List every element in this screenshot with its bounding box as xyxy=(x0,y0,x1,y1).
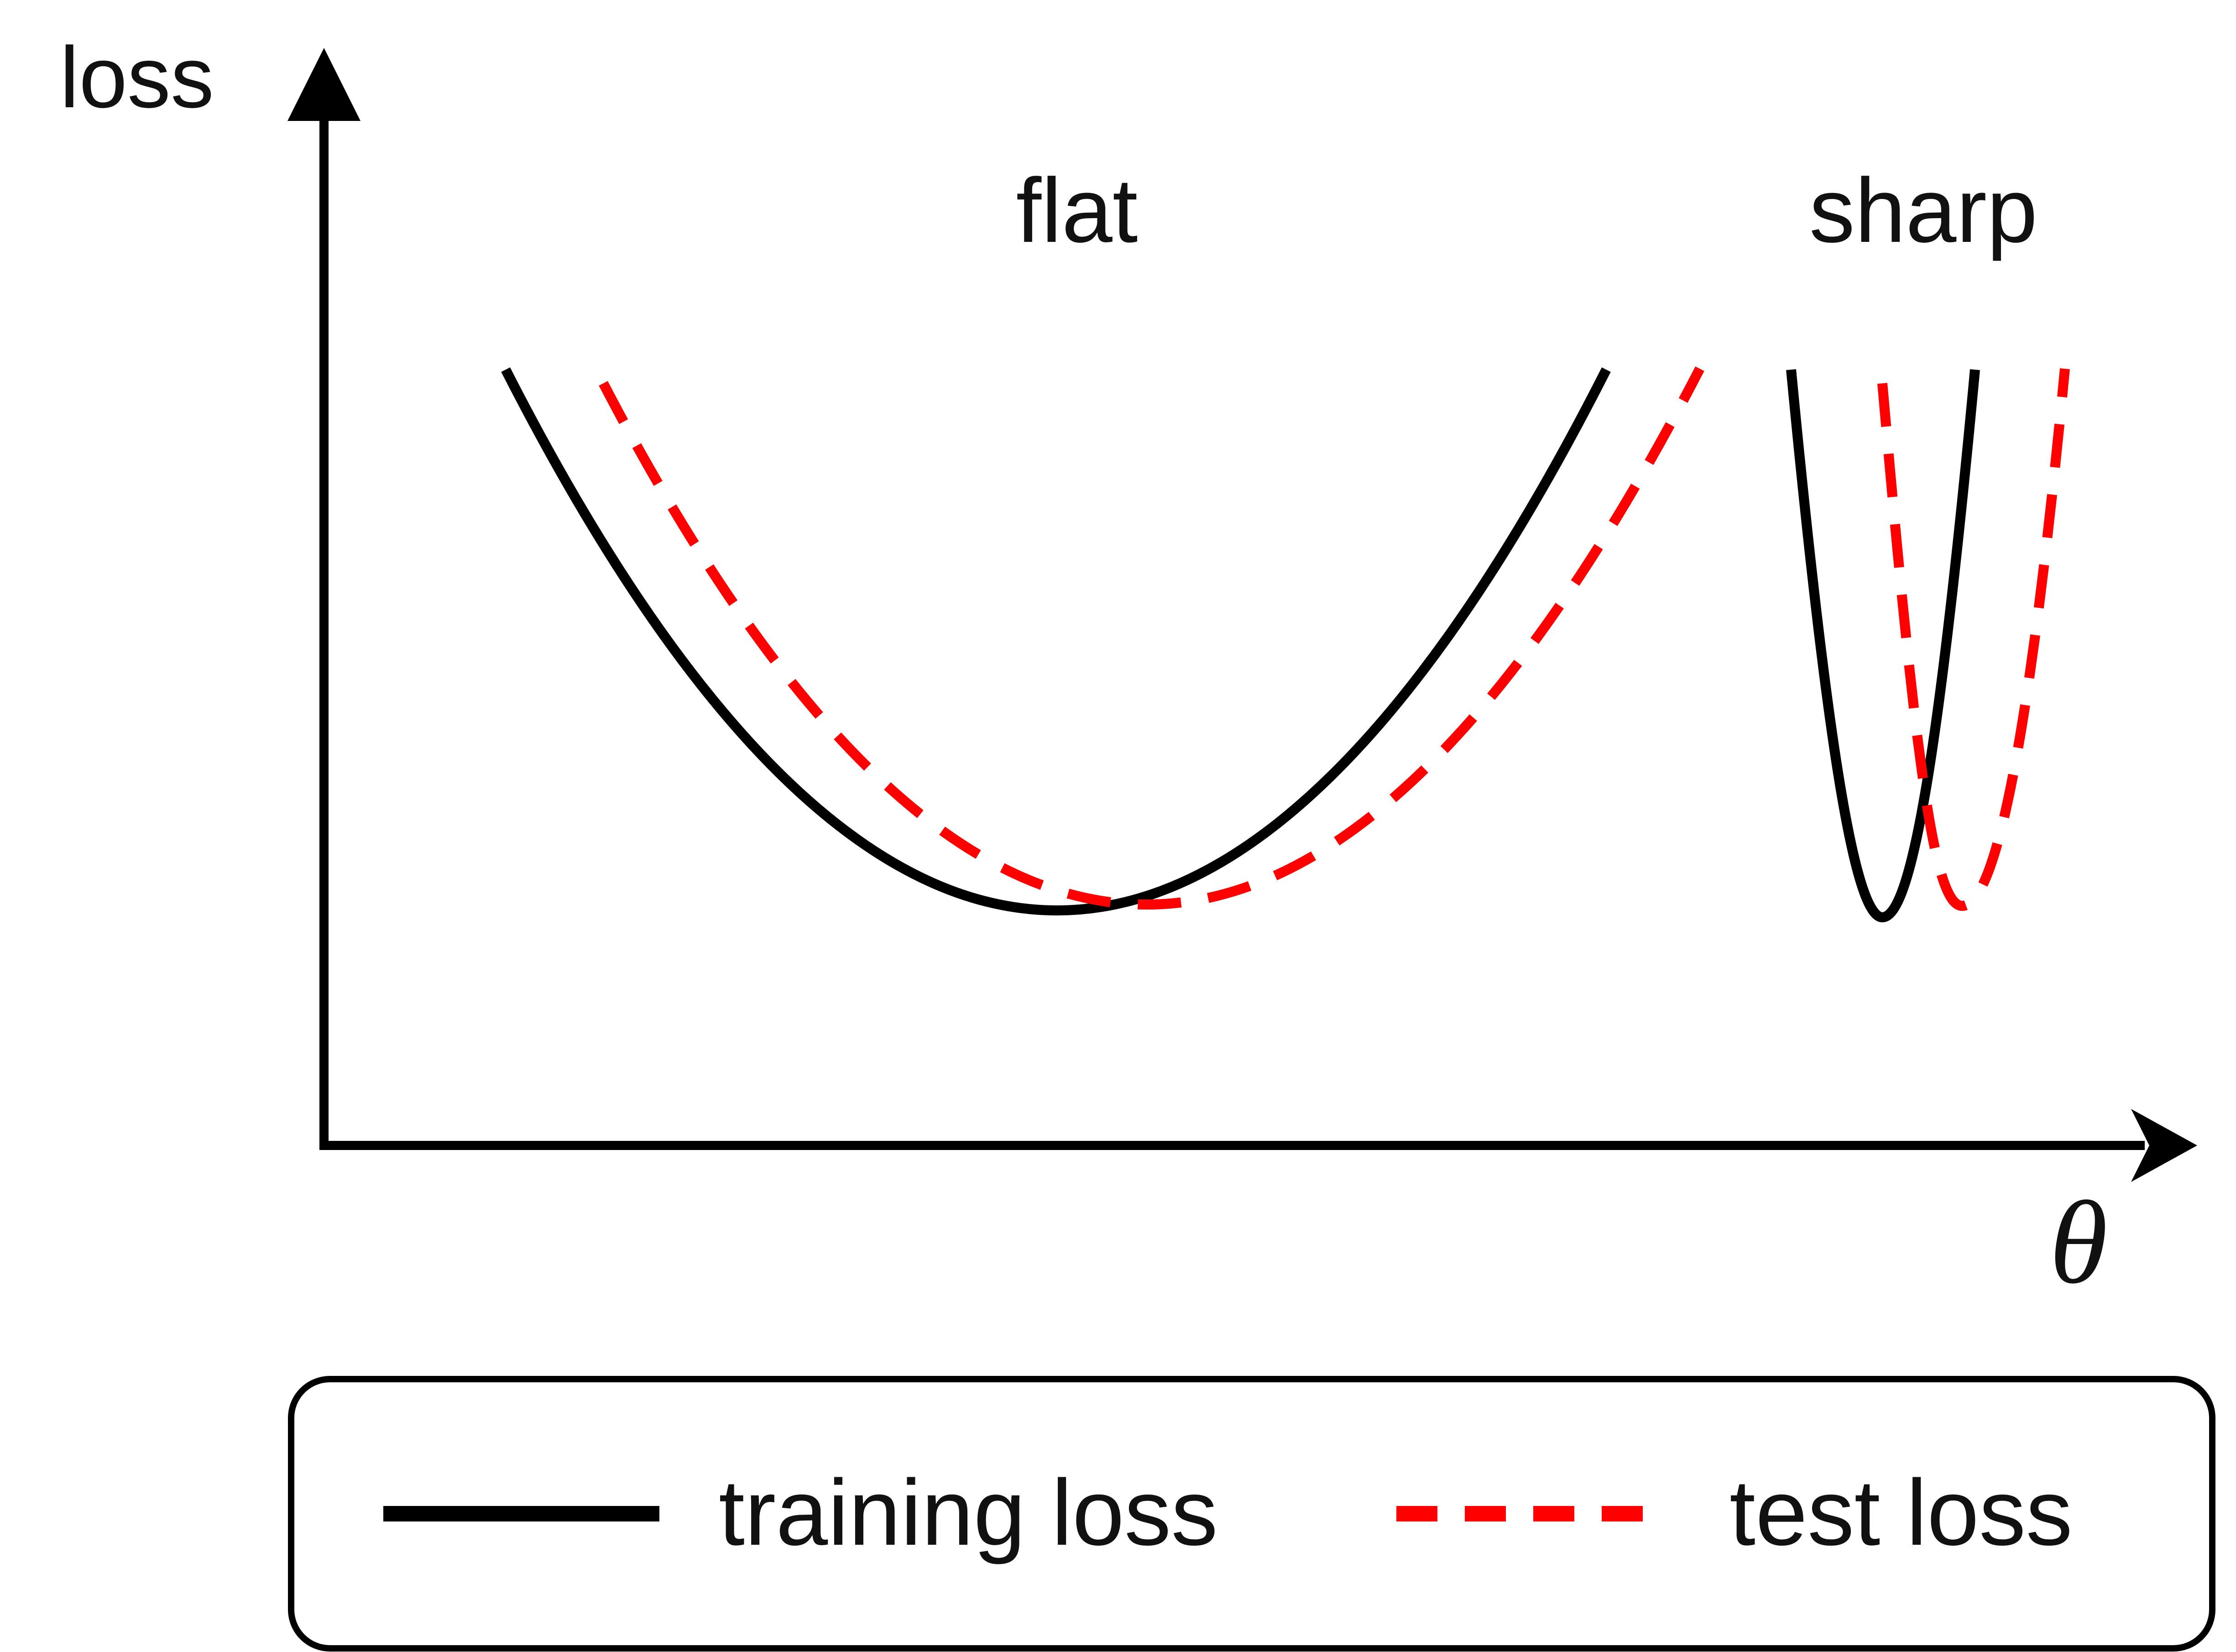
x-axis-label: θ xyxy=(2049,1177,2108,1308)
flat-test-loss-curve xyxy=(599,366,1704,910)
x-axis-arrow-icon xyxy=(2131,1109,2197,1182)
sharp-training-loss-curve xyxy=(1786,369,1980,922)
sharp-region-label: sharp xyxy=(1809,160,2037,261)
legend-box xyxy=(288,1376,2215,1652)
flat-training-loss-curve xyxy=(501,367,1611,915)
flat-region-label: flat xyxy=(1016,160,1138,261)
legend: training loss test loss xyxy=(288,1376,2215,1652)
legend-training-label: training loss xyxy=(719,1460,1218,1565)
y-axis-label: loss xyxy=(60,29,214,126)
sharp-test-loss-curve xyxy=(1877,368,2070,911)
y-axis-arrow-icon xyxy=(287,48,360,121)
legend-test-label: test loss xyxy=(1729,1460,2073,1565)
